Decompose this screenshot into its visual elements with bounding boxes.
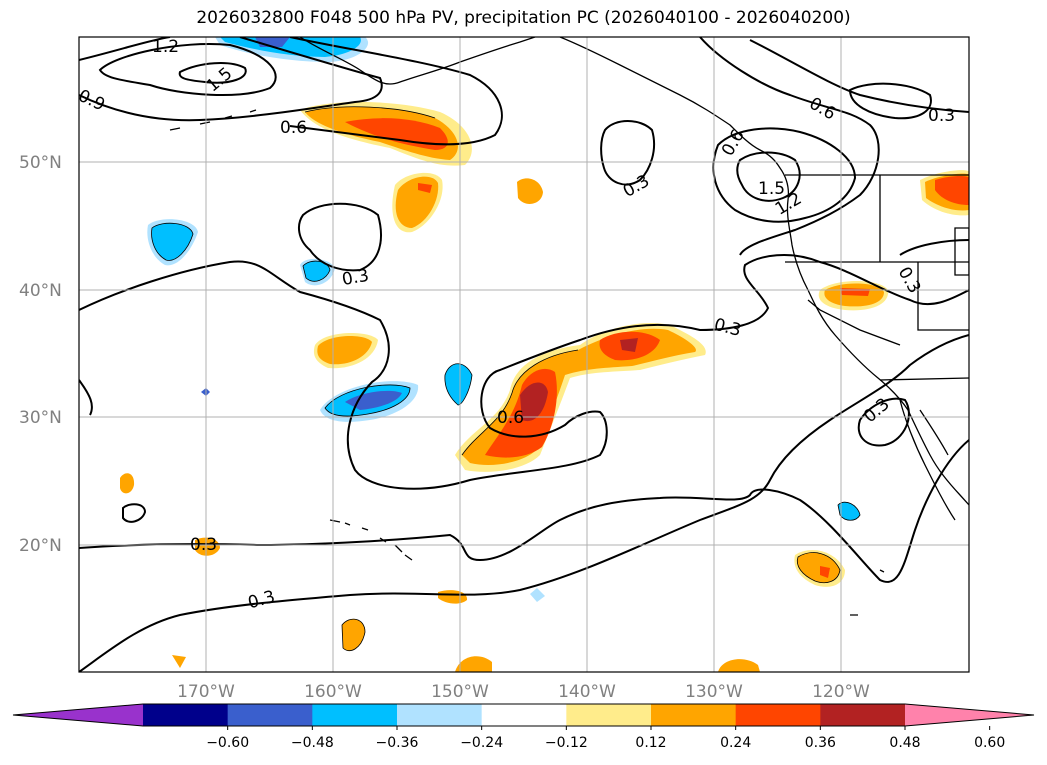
colorbar-tick-label: 0.12 xyxy=(635,735,666,751)
lon-label: 170°W xyxy=(177,682,235,702)
contour-label: 0.6 xyxy=(497,408,524,428)
colorbar-tick-label: −0.48 xyxy=(291,735,334,751)
lon-label: 150°W xyxy=(431,682,489,702)
colorbar-segment xyxy=(397,704,483,726)
colorbar-tick-label: 0.60 xyxy=(974,735,1005,751)
lat-label: 20°N xyxy=(19,536,62,556)
lat-label: 40°N xyxy=(19,281,62,301)
colorbar-tick-label: 0.36 xyxy=(805,735,836,751)
coastlines xyxy=(169,37,969,616)
colorbar-tick-label: −0.36 xyxy=(376,735,419,751)
colorbar-extend-max xyxy=(905,704,1034,726)
map-frame xyxy=(78,36,970,673)
colorbar-extend-min xyxy=(13,704,143,726)
graticule xyxy=(79,37,969,672)
contour-label: 1.5 xyxy=(203,64,237,97)
contour-label: 0.3 xyxy=(928,106,955,126)
contour-label: 0.3 xyxy=(190,535,217,555)
colorbar-tick-label: 0.48 xyxy=(889,735,920,751)
colorbar-segment xyxy=(312,704,398,726)
colorbar-segment xyxy=(735,704,821,726)
contour-label: 0.6 xyxy=(280,118,307,138)
precip-positive-shading xyxy=(120,101,969,672)
contour-label: 0.3 xyxy=(620,171,653,202)
colorbar-segment xyxy=(143,704,229,726)
contour-label: 0.3 xyxy=(894,264,925,297)
colorbar-tick-label: −0.12 xyxy=(545,735,588,751)
colorbar-segment xyxy=(481,704,567,726)
contour-label: 0.6 xyxy=(806,94,839,125)
precip-negative-shading xyxy=(147,37,860,602)
contour-label: 0.3 xyxy=(712,315,743,341)
contour-labels: 1.2 1.5 0.9 0.6 0.6 0.3 0.6 0.3 1.5 1.2 … xyxy=(75,37,955,613)
lon-label: 120°W xyxy=(812,682,870,702)
lat-label: 50°N xyxy=(19,153,62,173)
lon-label: 130°W xyxy=(685,682,743,702)
colorbar-segment xyxy=(651,704,737,726)
latitude-labels: 50°N 40°N 30°N 20°N xyxy=(19,153,62,556)
contour-label: 1.5 xyxy=(758,179,785,199)
colorbar-segment xyxy=(227,704,313,726)
contour-label: 0.9 xyxy=(75,86,108,116)
contour-label: 1.2 xyxy=(152,37,179,57)
colorbar-segment xyxy=(566,704,652,726)
colorbar-segment xyxy=(820,704,906,726)
colorbar: −0.60 −0.48 −0.36 −0.24 −0.12 0.12 0.24 0.36 0.4… xyxy=(12,703,1035,751)
longitude-labels: 170°W 160°W 150°W 140°W 130°W 120°W xyxy=(177,682,870,702)
colorbar-outline xyxy=(12,703,1035,727)
contour-label: 0.3 xyxy=(340,266,370,290)
colorbar-tick-label: −0.60 xyxy=(206,735,249,751)
lon-label: 160°W xyxy=(304,682,362,702)
contour-label: 0.3 xyxy=(246,587,277,613)
colorbar-tick-label: 0.24 xyxy=(720,735,751,751)
lat-label: 30°N xyxy=(19,408,62,428)
map-title: 2026032800 F048 500 hPa PV, precipitatio… xyxy=(196,8,851,28)
lon-label: 140°W xyxy=(558,682,616,702)
colorbar-tick-label: −0.24 xyxy=(460,735,503,751)
